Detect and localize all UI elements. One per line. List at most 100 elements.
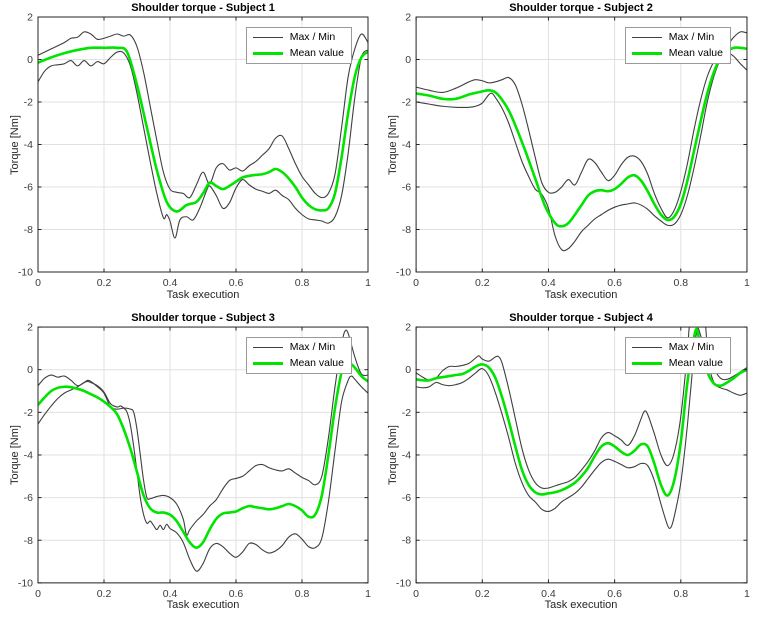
y-tick-label: -8: [24, 224, 33, 236]
x-tick-label: 0.6: [229, 588, 244, 600]
x-tick-label: 0.6: [229, 277, 244, 289]
x-tick-label: 1: [744, 588, 750, 600]
x-tick-label: 0.8: [295, 277, 310, 289]
series-line-mean-value: [38, 46, 368, 213]
chart-title: Shoulder torque - Subject 1: [131, 2, 275, 14]
y-tick-label: -4: [402, 139, 412, 151]
legend-item-maxmin: Max / Min: [252, 341, 344, 353]
x-tick-label: 0.4: [163, 588, 178, 600]
y-tick-label: -2: [24, 407, 33, 419]
legend-label-mean: Mean value: [668, 47, 723, 59]
y-tick-label: 2: [27, 12, 33, 24]
x-tick-label: 0.4: [541, 588, 556, 600]
mean-line-sample: [252, 361, 283, 365]
x-tick-label: 0: [413, 588, 419, 600]
y-tick-label: 0: [27, 54, 33, 66]
x-tick-label: 0.6: [607, 588, 622, 600]
y-tick-label: 0: [405, 54, 411, 66]
series-line-max: [416, 31, 747, 219]
x-tick-label: 0.4: [163, 277, 178, 289]
y-tick-label: 0: [27, 364, 33, 376]
x-tick-label: 0: [413, 277, 419, 289]
y-tick-label: -2: [402, 97, 412, 109]
plot-area: 0 0.2 0.4 0.6 0.8 1 -10 -8 -6 -4 -2 0 2: [18, 322, 371, 600]
legend-label-mean: Mean value: [289, 357, 344, 369]
subplot-subject-2: Shoulder torque - Subject 2 Torque [Nm] …: [378, 0, 757, 310]
x-axis-label: Task execution: [166, 289, 240, 301]
subplot-subject-3: Shoulder torque - Subject 3 Torque [Nm] …: [0, 310, 378, 621]
legend-label-maxmin: Max / Min: [289, 341, 336, 353]
y-tick-label: -10: [18, 577, 33, 589]
legend-label-mean: Mean value: [668, 357, 723, 369]
legend: Max / Min Mean value: [624, 27, 731, 64]
legend: Max / Min Mean value: [245, 27, 352, 64]
legend-item-maxmin: Max / Min: [252, 31, 344, 43]
y-tick-label: -4: [24, 139, 33, 151]
maxmin-line-sample: [252, 36, 283, 38]
subplot-subject-1: Shoulder torque - Subject 1 Torque [Nm] …: [0, 0, 378, 310]
legend-item-mean: Mean value: [252, 47, 344, 59]
mean-line-sample: [631, 361, 662, 365]
legend-label-mean: Mean value: [289, 47, 344, 59]
y-tick-label: -8: [402, 224, 412, 236]
x-tick-label: 1: [365, 588, 371, 600]
series-line-min: [38, 375, 368, 572]
y-tick-label: 2: [27, 322, 33, 334]
y-tick-label: -6: [402, 492, 411, 504]
chart-title: Shoulder torque - Subject 4: [509, 312, 653, 324]
plot-area: 0 0.2 0.4 0.6 0.8 1 -10 -8 -6 -4 -2 0 2: [396, 12, 750, 289]
legend-item-mean: Mean value: [631, 47, 723, 59]
x-tick-label: 0: [35, 588, 41, 600]
y-tick-label: -10: [18, 267, 33, 279]
x-tick-label: 0.2: [97, 277, 112, 289]
x-axis-label: Task execution: [166, 599, 240, 611]
legend-label-maxmin: Max / Min: [289, 31, 336, 43]
y-tick-label: 2: [405, 12, 411, 24]
mean-line-sample: [252, 51, 283, 55]
legend-item-mean: Mean value: [252, 357, 344, 369]
x-tick-label: 1: [365, 277, 371, 289]
series-line-min: [38, 49, 368, 239]
y-tick-label: -10: [396, 267, 411, 279]
x-tick-label: 0.8: [295, 588, 310, 600]
axes-box: [415, 16, 748, 273]
y-tick-label: 2: [405, 322, 411, 334]
axes-box: [415, 326, 748, 584]
legend-item-maxmin: Max / Min: [631, 31, 723, 43]
y-tick-label: -2: [24, 97, 33, 109]
maxmin-line-sample: [252, 346, 283, 348]
y-tick-label: -6: [402, 182, 412, 194]
x-tick-label: 0.2: [475, 277, 490, 289]
subplot-subject-4: Shoulder torque - Subject 4 Torque [Nm] …: [378, 310, 757, 621]
y-tick-label: -6: [24, 492, 33, 504]
chart-title: Shoulder torque - Subject 2: [509, 2, 653, 14]
legend: Max / Min Mean value: [245, 337, 352, 374]
y-tick-label: 0: [405, 364, 411, 376]
legend-label-maxmin: Max / Min: [668, 341, 715, 353]
chart-title: Shoulder torque - Subject 3: [131, 312, 275, 324]
x-tick-label: 1: [744, 277, 750, 289]
y-tick-label: -6: [24, 182, 33, 194]
x-tick-label: 0.2: [475, 588, 490, 600]
y-tick-label: -4: [402, 449, 411, 461]
maxmin-line-sample: [631, 36, 662, 38]
y-tick-label: -2: [402, 407, 411, 419]
x-tick-label: 0.8: [673, 588, 688, 600]
y-tick-label: -10: [396, 577, 411, 589]
x-tick-label: 0: [35, 277, 41, 289]
x-tick-label: 0.2: [97, 588, 112, 600]
legend-item-mean: Mean value: [631, 357, 723, 369]
x-axis-label: Task execution: [544, 599, 618, 611]
mean-line-sample: [631, 51, 662, 55]
y-tick-label: -8: [24, 535, 33, 547]
x-tick-label: 0.8: [673, 277, 688, 289]
series-line-mean-value: [416, 46, 747, 228]
x-tick-label: 0.6: [607, 277, 622, 289]
y-tick-label: -4: [24, 449, 33, 461]
x-axis-label: Task execution: [544, 289, 618, 301]
y-tick-label: -8: [402, 535, 411, 547]
legend-label-maxmin: Max / Min: [668, 31, 715, 43]
series-line-min: [416, 52, 747, 252]
legend: Max / Min Mean value: [624, 337, 731, 374]
